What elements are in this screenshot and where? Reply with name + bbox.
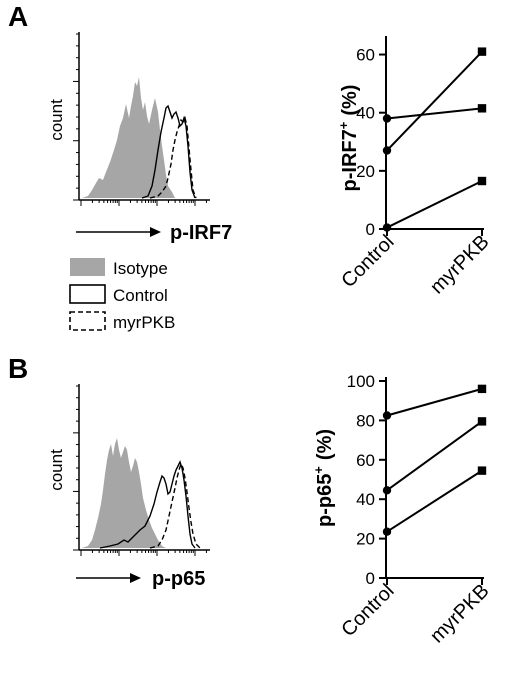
panel-letter-a: A: [8, 1, 28, 32]
chart-b-control-point: [382, 486, 392, 495]
chart-a-control-point: [382, 146, 392, 155]
histogram-a-myrpkb-curve: [149, 115, 197, 199]
legend-myrpkb-label: myrPKB: [113, 313, 175, 332]
chart-a-series-line: [386, 50, 483, 152]
histogram-a-isotype-curve: [82, 77, 175, 198]
chart-b-myrpkb-point: [477, 384, 487, 394]
histogram-a-ylabel: count: [47, 99, 66, 141]
legend: Isotype Control myrPKB: [69, 258, 175, 332]
chart-b-y-tick-label: 20: [356, 530, 375, 549]
legend-isotype-label: Isotype: [113, 259, 168, 278]
chart-b-y-tick-label: 60: [356, 451, 375, 470]
chart-b-series-line: [386, 469, 483, 533]
histogram-a-control-curve: [141, 104, 196, 199]
chart-a-y-tick-label: 60: [356, 46, 375, 65]
histogram-b-myrpkb-curve: [149, 462, 201, 549]
chart-a-category-label: myrPKB: [426, 231, 493, 298]
histogram-b-control-curve: [99, 460, 196, 549]
histogram-b-isotype-curve: [82, 438, 166, 548]
chart-b-category-label: Control: [337, 580, 398, 641]
chart-b-series-line: [386, 387, 483, 417]
chart-b-myrpkb-point: [477, 417, 487, 426]
chart-a-y-tick-label: 0: [366, 220, 375, 239]
chart-a-ylabel: p-IRF7+(%): [336, 85, 361, 192]
legend-isotype-swatch: [70, 258, 105, 276]
paired-chart-b: p-p65+(%) 0 20 40 60 80 100 Control myrPKB: [311, 372, 494, 647]
histogram-b-arrowhead: [130, 573, 141, 583]
legend-control-swatch: [69, 284, 106, 304]
chart-b-series-line: [386, 420, 483, 492]
chart-a-myrpkb-point: [477, 176, 487, 186]
histogram-b-x-ticks: [80, 550, 207, 556]
chart-a-myrpkb-point: [477, 104, 487, 113]
chart-b-control-point: [382, 527, 392, 536]
chart-b-y-tick-label: 40: [356, 490, 375, 509]
histogram-b-ylabel: count: [47, 449, 66, 491]
legend-control-label: Control: [113, 286, 168, 305]
chart-a-control-point: [382, 114, 392, 123]
chart-b-y-tick-label: 0: [366, 569, 375, 588]
histogram-a-y-ticks: [73, 33, 79, 201]
legend-myrpkb-swatch: [69, 311, 106, 331]
chart-b-control-point: [382, 411, 392, 420]
histogram-b-xlabel: p-p65: [152, 568, 205, 590]
chart-b-category-label: myrPKB: [426, 580, 493, 647]
chart-b-y-tick-label: 80: [356, 411, 375, 430]
chart-b-ylabel: p-p65+(%): [311, 429, 336, 527]
chart-a-series-line: [386, 107, 483, 120]
chart-a-y-tick-label: 20: [356, 162, 375, 181]
histogram-a-arrowhead: [150, 227, 161, 237]
histogram-b-y-ticks: [73, 385, 79, 551]
histogram-b: count p-p65: [47, 384, 210, 590]
chart-a-series-line: [386, 180, 483, 229]
chart-a-control-point: [382, 223, 392, 232]
histogram-a-x-ticks: [80, 200, 207, 206]
chart-a-y-tick-label: 40: [356, 104, 375, 123]
chart-b-y-tick-label: 100: [347, 372, 375, 391]
histogram-a-xlabel: p-IRF7: [170, 222, 232, 244]
chart-a-myrpkb-point: [477, 47, 487, 56]
panel-letter-b: B: [8, 353, 28, 384]
paired-chart-a: p-IRF7+(%) 0 20 40 60 Control myrPKB: [336, 36, 494, 298]
chart-a-category-label: Control: [337, 231, 398, 292]
histogram-a: count p-IRF7: [47, 32, 232, 244]
chart-b-myrpkb-point: [477, 466, 487, 475]
